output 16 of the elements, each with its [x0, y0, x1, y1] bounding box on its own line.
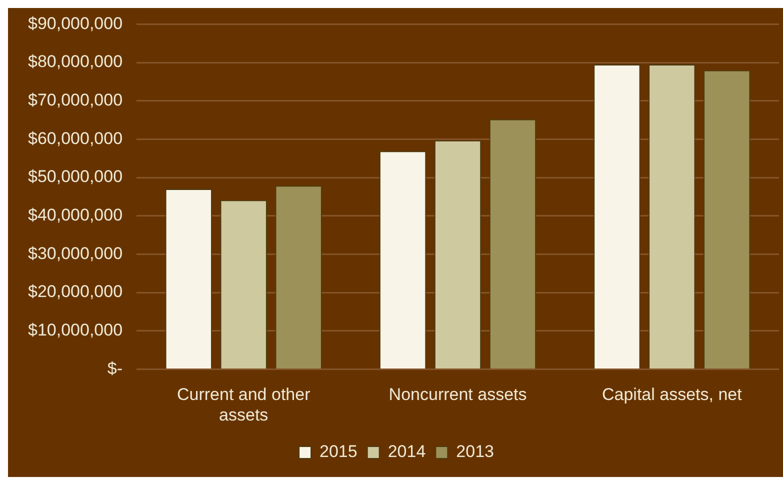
y-tick-label: $50,000,000 [28, 167, 123, 186]
legend-label: 2014 [388, 442, 426, 462]
y-tick-label: $40,000,000 [28, 206, 123, 225]
y-tick-label: $- [107, 358, 123, 378]
y-tick-label: $20,000,000 [28, 282, 123, 302]
y-tick-label: $30,000,000 [28, 244, 123, 263]
x-tick-label: Current and other assets [176, 385, 311, 424]
x-tick-label: Capital assets, net [602, 385, 742, 404]
y-tick-label: $10,000,000 [28, 320, 123, 340]
legend-label: 2015 [320, 442, 358, 462]
y-tick-label: $70,000,000 [28, 90, 123, 110]
y-tick-label: $60,000,000 [28, 128, 123, 148]
legend-label: 2013 [456, 442, 494, 462]
x-tick-label: Noncurrent assets [388, 385, 527, 404]
y-tick-label: $80,000,000 [28, 52, 123, 72]
y-tick-label: $90,000,000 [28, 14, 123, 33]
